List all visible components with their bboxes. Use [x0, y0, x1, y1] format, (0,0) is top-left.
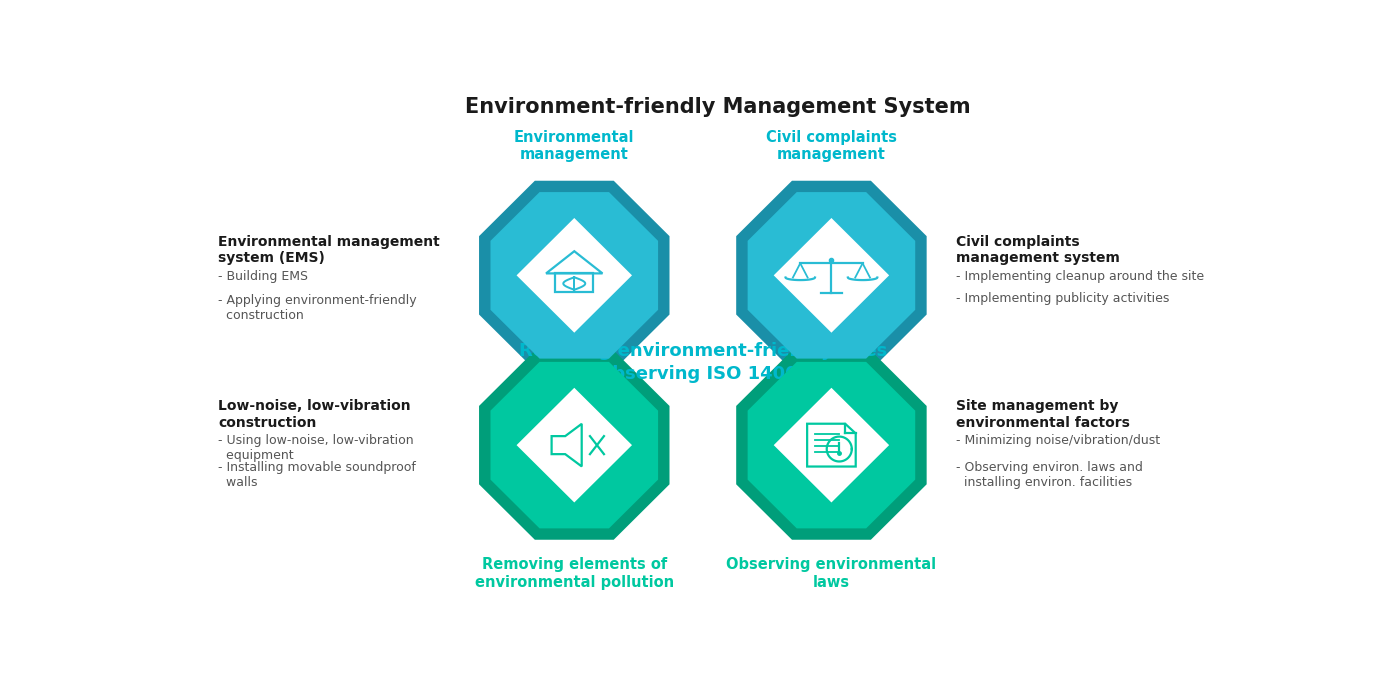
Text: Observing environmental
laws: Observing environmental laws: [727, 557, 937, 589]
Polygon shape: [748, 192, 916, 358]
Polygon shape: [517, 388, 631, 503]
Text: Environmental
management: Environmental management: [514, 130, 634, 162]
Text: Civil complaints
management: Civil complaints management: [766, 130, 897, 162]
Polygon shape: [774, 218, 889, 332]
Polygon shape: [736, 351, 927, 540]
Text: Realizing environment-friendly sites: Realizing environment-friendly sites: [519, 342, 888, 360]
Text: - Implementing cleanup around the site: - Implementing cleanup around the site: [956, 270, 1204, 283]
Polygon shape: [517, 218, 631, 332]
Polygon shape: [490, 362, 658, 528]
Text: - Applying environment-friendly
  construction: - Applying environment-friendly construc…: [218, 294, 417, 322]
Text: - Observing environ. laws and
  installing environ. facilities: - Observing environ. laws and installing…: [956, 461, 1142, 489]
Text: Low-noise, low-vibration
construction: Low-noise, low-vibration construction: [218, 399, 412, 430]
Text: - Using low-noise, low-vibration
  equipment: - Using low-noise, low-vibration equipme…: [218, 434, 414, 463]
Text: Site management by
environmental factors: Site management by environmental factors: [956, 399, 1130, 430]
Text: - Installing movable soundproof
  walls: - Installing movable soundproof walls: [218, 461, 416, 489]
Polygon shape: [736, 181, 927, 370]
Text: - Minimizing noise/vibration/dust: - Minimizing noise/vibration/dust: [956, 434, 1161, 447]
Polygon shape: [479, 351, 669, 540]
Polygon shape: [479, 181, 669, 370]
Text: Environment-friendly Management System: Environment-friendly Management System: [465, 97, 970, 118]
Text: - Implementing publicity activities: - Implementing publicity activities: [956, 291, 1169, 304]
Text: Observing ISO 14001: Observing ISO 14001: [596, 365, 811, 383]
Polygon shape: [748, 362, 916, 528]
Text: Removing elements of
environmental pollution: Removing elements of environmental pollu…: [475, 557, 673, 589]
Text: - Building EMS: - Building EMS: [218, 270, 308, 283]
Text: Civil complaints
management system: Civil complaints management system: [956, 235, 1120, 265]
Text: Environmental management
system (EMS): Environmental management system (EMS): [218, 235, 440, 265]
Polygon shape: [490, 192, 658, 358]
Polygon shape: [774, 388, 889, 503]
